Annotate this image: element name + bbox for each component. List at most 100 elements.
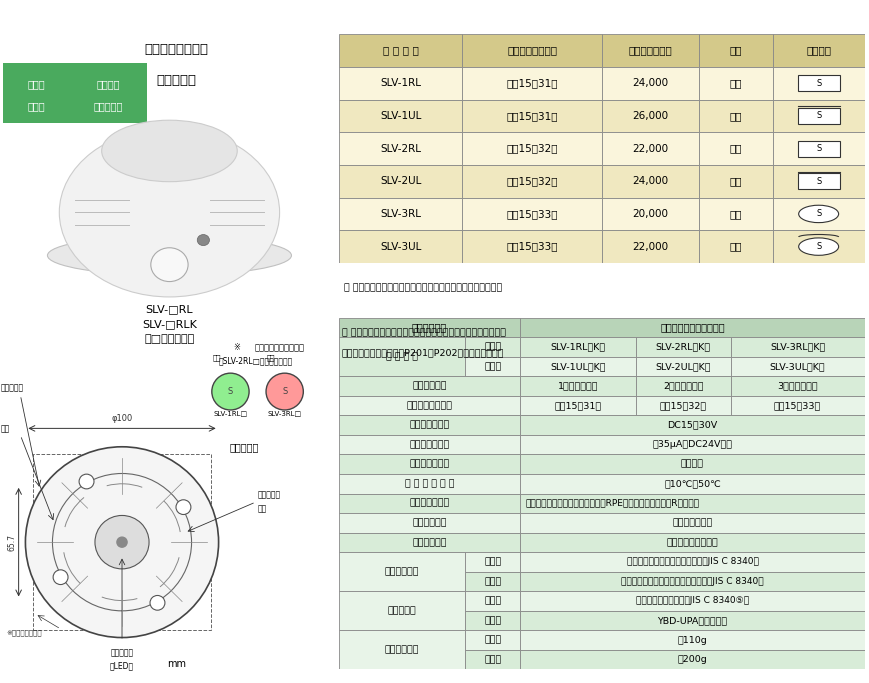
Text: 埋込型: 埋込型 bbox=[484, 577, 501, 586]
Text: 埋込型: 埋込型 bbox=[484, 616, 501, 625]
Bar bbox=[339, 67, 462, 100]
Text: 感第15～32号: 感第15～32号 bbox=[507, 176, 558, 186]
Bar bbox=[339, 100, 462, 133]
Bar bbox=[636, 357, 731, 376]
Text: 1種　非蓄積型: 1種 非蓄積型 bbox=[558, 382, 599, 391]
Circle shape bbox=[95, 516, 149, 569]
Bar bbox=[521, 454, 865, 474]
Text: 接　続　機　器: 接 続 機 器 bbox=[409, 499, 450, 507]
Text: SLV-1UL: SLV-1UL bbox=[380, 111, 421, 121]
Bar bbox=[521, 552, 865, 572]
FancyBboxPatch shape bbox=[68, 64, 148, 124]
Text: ※感度種別マーク: ※感度種別マーク bbox=[7, 629, 43, 636]
Text: 22,000: 22,000 bbox=[633, 242, 668, 251]
Text: 納期: 納期 bbox=[730, 46, 742, 55]
Text: －10℃～50℃: －10℃～50℃ bbox=[664, 479, 721, 488]
Bar bbox=[465, 572, 521, 591]
Bar bbox=[339, 197, 462, 230]
Text: 20,000: 20,000 bbox=[633, 209, 668, 219]
Text: 質　　　　量: 質 量 bbox=[385, 645, 419, 654]
Text: フラット: フラット bbox=[96, 79, 120, 89]
Text: SLV-1RL□: SLV-1RL□ bbox=[214, 410, 248, 416]
Bar bbox=[636, 337, 731, 357]
Text: 在庫: 在庫 bbox=[730, 111, 742, 121]
Bar bbox=[339, 337, 465, 376]
Text: SLV-1UL（K）: SLV-1UL（K） bbox=[550, 362, 606, 371]
Bar bbox=[339, 230, 462, 263]
Bar bbox=[601, 230, 699, 263]
Text: 使 用 温 度 範 囲: 使 用 温 度 範 囲 bbox=[405, 479, 454, 488]
Bar bbox=[339, 34, 462, 67]
Text: 24,000: 24,000 bbox=[633, 78, 668, 88]
Text: 色　　　　彩: 色 彩 bbox=[413, 538, 447, 547]
Bar bbox=[699, 197, 773, 230]
Bar bbox=[339, 513, 521, 533]
Bar bbox=[636, 396, 731, 415]
Circle shape bbox=[266, 373, 303, 410]
Text: ㊁ 取付金具は付属しておりませんので、別途手配が必要です。: ㊁ 取付金具は付属しておりませんので、別途手配が必要です。 bbox=[342, 329, 506, 337]
Text: 大形四角アウトレットボックス深形（JIS C 8340）: 大形四角アウトレットボックス深形（JIS C 8340） bbox=[621, 577, 764, 586]
Bar bbox=[731, 376, 865, 396]
Text: レスポンス: レスポンス bbox=[93, 101, 123, 111]
Bar bbox=[521, 435, 865, 454]
Text: S: S bbox=[282, 387, 288, 396]
Text: ホワイトアイボリー: ホワイトアイボリー bbox=[667, 538, 719, 547]
Text: 光電式スポット型: 光電式スポット型 bbox=[144, 44, 209, 57]
Bar bbox=[521, 396, 636, 415]
Bar bbox=[339, 474, 521, 494]
Text: 中形四角アウトレットボックス（JIS C 8340）: 中形四角アウトレットボックス（JIS C 8340） bbox=[627, 557, 759, 566]
Text: S: S bbox=[816, 177, 821, 186]
Text: 中形四角丸孔カバー（JIS C 8340⑤）: 中形四角丸孔カバー（JIS C 8340⑤） bbox=[636, 596, 749, 605]
Text: （露出型）: （露出型） bbox=[156, 74, 196, 87]
Bar bbox=[339, 630, 465, 669]
Text: S: S bbox=[228, 387, 233, 396]
Text: SLV-3RL: SLV-3RL bbox=[380, 209, 421, 219]
Bar bbox=[798, 141, 839, 156]
Text: 在庫: 在庫 bbox=[730, 143, 742, 154]
Bar bbox=[773, 67, 865, 100]
Bar bbox=[601, 67, 699, 100]
Bar bbox=[521, 474, 865, 494]
Bar bbox=[521, 337, 636, 357]
Text: 感第15～33号: 感第15～33号 bbox=[507, 209, 558, 219]
Bar bbox=[773, 100, 865, 133]
Bar bbox=[339, 318, 521, 337]
FancyBboxPatch shape bbox=[3, 64, 70, 124]
Text: ㊁ 標準価格は、セット品（感知器本体＋ベース）価格です。: ㊁ 標準価格は、セット品（感知器本体＋ベース）価格です。 bbox=[344, 283, 502, 292]
Bar bbox=[521, 533, 865, 552]
Bar bbox=[699, 133, 773, 165]
Text: 緑色: 緑色 bbox=[213, 354, 221, 361]
Bar bbox=[339, 591, 465, 630]
Text: 24,000: 24,000 bbox=[633, 176, 668, 186]
Text: 約35μA（DC24V時）: 約35μA（DC24V時） bbox=[653, 441, 733, 449]
Text: 露出型: 露出型 bbox=[484, 636, 501, 645]
Text: 露出型: 露出型 bbox=[484, 343, 501, 352]
Text: 感第15～32号: 感第15～32号 bbox=[660, 401, 706, 410]
Bar bbox=[339, 454, 521, 474]
Bar bbox=[601, 197, 699, 230]
Text: S: S bbox=[816, 210, 821, 219]
Text: 約110g: 約110g bbox=[678, 636, 707, 645]
Bar bbox=[339, 494, 521, 513]
Bar bbox=[731, 357, 865, 376]
Ellipse shape bbox=[48, 236, 291, 275]
Text: 材　　　　質: 材 質 bbox=[413, 518, 447, 527]
Bar bbox=[465, 611, 521, 630]
Bar bbox=[465, 591, 521, 611]
Bar bbox=[731, 396, 865, 415]
Bar bbox=[521, 376, 636, 396]
Bar bbox=[521, 611, 865, 630]
Text: S: S bbox=[816, 79, 821, 87]
Bar bbox=[465, 552, 521, 572]
Bar bbox=[465, 357, 521, 376]
Text: 埋込型: 埋込型 bbox=[484, 362, 501, 371]
Text: 標準価格（円）: 標準価格（円） bbox=[628, 46, 673, 55]
Text: 3種　非蓄積型: 3種 非蓄積型 bbox=[777, 382, 818, 391]
Bar bbox=[33, 454, 211, 630]
Circle shape bbox=[197, 234, 209, 246]
Text: SLV-2UL（K）: SLV-2UL（K） bbox=[655, 362, 711, 371]
Text: 2種　非蓄積型: 2種 非蓄積型 bbox=[663, 382, 704, 391]
Text: 露出ベース: 露出ベース bbox=[0, 384, 23, 393]
Bar bbox=[465, 630, 521, 650]
Text: 在庫: 在庫 bbox=[730, 78, 742, 88]
